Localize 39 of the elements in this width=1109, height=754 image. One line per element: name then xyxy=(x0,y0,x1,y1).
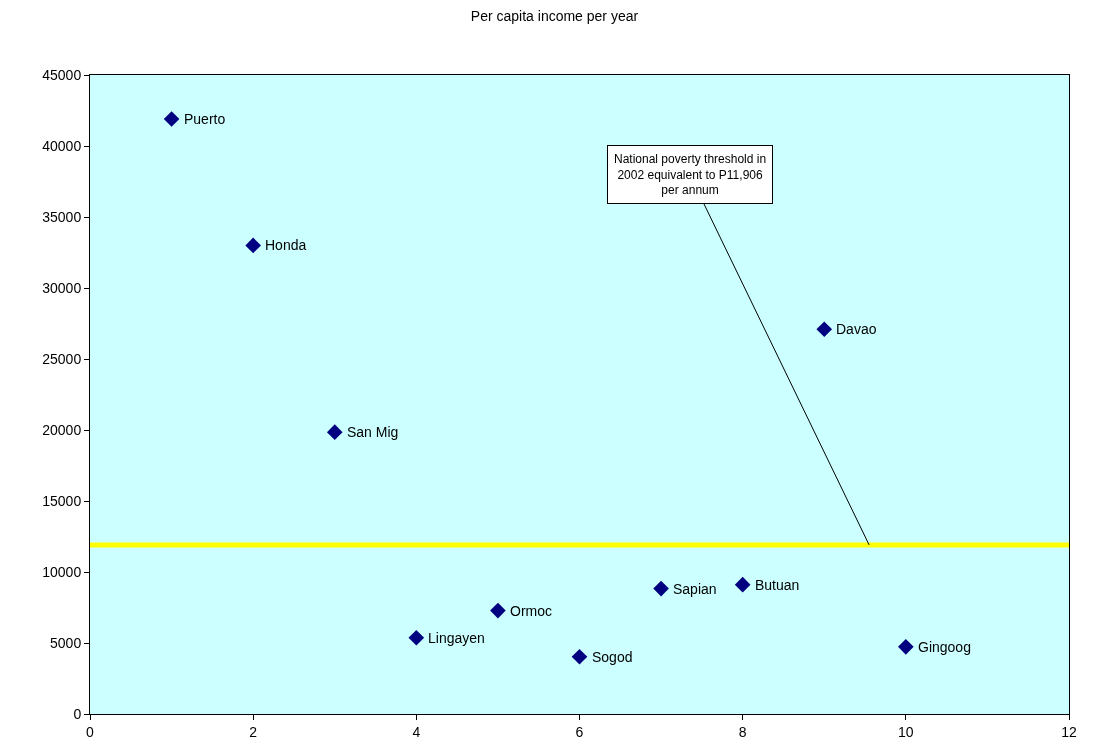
x-tick-label: 10 xyxy=(898,723,914,740)
x-tick-label: 12 xyxy=(1061,723,1077,740)
y-tick-label: 45000 xyxy=(42,66,82,83)
y-tick-label: 10000 xyxy=(42,563,82,580)
y-tick-label: 40000 xyxy=(42,137,82,154)
annotation: Sogod xyxy=(592,649,633,665)
x-tick-label: 8 xyxy=(738,723,747,740)
point xyxy=(898,639,914,655)
point xyxy=(408,629,425,646)
annotation: Puerto xyxy=(184,111,226,127)
point xyxy=(490,602,506,619)
point xyxy=(326,424,343,440)
x-tick-label: 2 xyxy=(249,723,258,740)
point xyxy=(734,576,751,593)
annotation: Sapian xyxy=(673,581,717,597)
chart-title: Per capita income per year xyxy=(470,8,639,25)
y-tick-label: 35000 xyxy=(42,208,82,225)
annotation: National poverty threshold in 2002 equivalent to P11,906 per annum xyxy=(614,152,767,198)
point xyxy=(245,237,261,254)
point xyxy=(816,321,833,337)
x-tick-label: 4 xyxy=(412,723,421,740)
x-tick-label: 0 xyxy=(86,723,95,740)
point xyxy=(653,580,669,597)
y-tick-label: 25000 xyxy=(42,350,82,367)
annotation: Butuan xyxy=(755,577,800,593)
y-tick-label: 30000 xyxy=(42,279,82,296)
annotation: Lingayen xyxy=(428,630,485,646)
annotation: San Mig xyxy=(347,424,399,440)
point xyxy=(571,648,588,665)
y-tick-label: 20000 xyxy=(42,421,82,438)
point xyxy=(163,111,180,127)
x-tick-label: 6 xyxy=(575,723,584,740)
y-tick-label: 15000 xyxy=(42,492,82,509)
y-tick-label: 5000 xyxy=(50,634,82,651)
annotation: Honda xyxy=(265,237,307,253)
annotation: Gingoog xyxy=(918,639,971,655)
annotation: Ormoc xyxy=(510,603,552,619)
y-tick-label: 0 xyxy=(73,705,82,722)
annotation: Davao xyxy=(836,321,877,337)
